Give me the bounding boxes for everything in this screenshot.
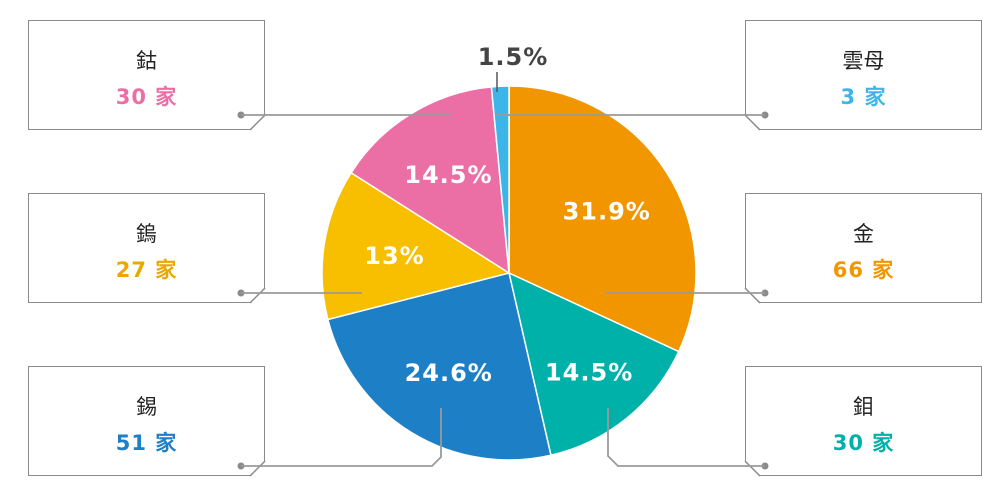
slice-label-molybdenum: 14.5% (545, 359, 633, 387)
slice-labels: 31.9% 14.5% 24.6% 13% 14.5% 1.5% (364, 43, 651, 387)
legend-box-gold: 金 66 家 (745, 193, 982, 303)
legend-count-molybdenum: 30 家 (832, 431, 895, 455)
legend-count-gold: 66 家 (832, 258, 895, 282)
legend-count-mica: 3 家 (840, 85, 887, 109)
legend-name-cobalt: 鈷 (136, 49, 157, 73)
legend-count-cobalt: 30 家 (115, 85, 178, 109)
pie-slice-molybdenum (507, 271, 680, 457)
pie-slice-mica (490, 85, 510, 274)
legend-box-tin: 錫 51 家 (28, 366, 265, 476)
legend-name-mica: 雲母 (842, 49, 885, 73)
legend-name-tungsten: 鎢 (136, 222, 157, 246)
slice-label-mica: 1.5% (478, 43, 549, 71)
slice-label-tungsten: 13% (364, 242, 424, 270)
legend-box-tungsten: 鎢 27 家 (28, 193, 265, 303)
legend-name-molybdenum: 鉬 (853, 395, 874, 419)
pie-slice-tungsten (321, 171, 511, 321)
slice-label-gold: 31.9% (563, 198, 651, 226)
legend-count-tungsten: 27 家 (115, 258, 178, 282)
pie-slice-cobalt (350, 86, 510, 275)
leader-line-tin (241, 408, 442, 467)
slice-label-tin: 24.6% (405, 359, 493, 387)
legend-count-tin: 51 家 (115, 431, 178, 455)
leader-lines (241, 114, 765, 467)
legend-box-cobalt: 鈷 30 家 (28, 20, 265, 130)
legend-box-molybdenum: 鉬 30 家 (745, 366, 982, 476)
pie-slice-gold (508, 85, 697, 353)
leader-line-molybdenum (607, 408, 765, 467)
legend-box-mica: 雲母 3 家 (745, 20, 982, 130)
pie-slice-tin (326, 272, 552, 461)
slice-label-cobalt: 14.5% (404, 161, 492, 189)
legend-name-tin: 錫 (136, 395, 157, 419)
legend-name-gold: 金 (853, 222, 874, 246)
pie-slices (321, 85, 697, 461)
